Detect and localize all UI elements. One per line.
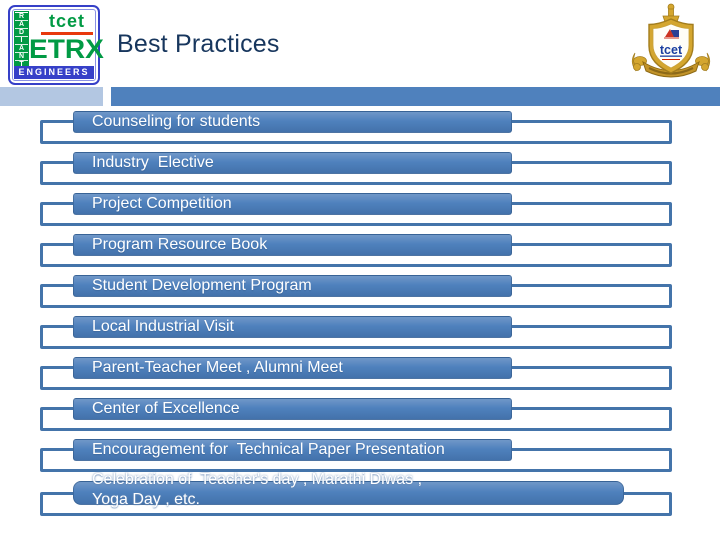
- tcet-crest-logo: tcet: [631, 3, 711, 78]
- item-bar: Celebration of Teacher's day , Marathi D…: [73, 471, 624, 508]
- item-bar: Project Competition: [73, 193, 512, 215]
- item-label: Parent-Teacher Meet , Alumni Meet: [92, 359, 343, 376]
- radiant-strip-emblem: [15, 12, 28, 13]
- item-bar: Parent-Teacher Meet , Alumni Meet: [73, 357, 512, 379]
- item-label: Program Resource Book: [92, 236, 268, 253]
- logo-engineers-text: ENGINEERS: [14, 66, 94, 79]
- item-bar: Program Resource Book: [73, 234, 512, 256]
- radiant-letter: T: [19, 61, 24, 68]
- item-label: Center of Excellence: [92, 400, 240, 417]
- radiant-letter: R: [15, 13, 28, 21]
- crest-ornament-left: [631, 52, 647, 72]
- radiant-letter: I: [15, 37, 28, 45]
- radiant-letter: N: [15, 53, 28, 61]
- slide-title: Best Practices: [117, 30, 280, 58]
- crest-inner-emblem: [671, 30, 679, 37]
- item-bar: Counseling for students: [73, 111, 512, 133]
- item-bar: Local Industrial Visit: [73, 316, 512, 338]
- crest-ornament-right: [695, 52, 711, 72]
- radiant-letter: A: [15, 45, 28, 53]
- radiant-letter: A: [15, 21, 28, 29]
- header-band-light: [0, 87, 103, 106]
- item-label: Student Development Program: [92, 277, 312, 294]
- header-band-main: [111, 87, 720, 106]
- item-bar: Center of Excellence: [73, 398, 512, 420]
- item-label: Counseling for students: [92, 113, 261, 130]
- crest-banner: [642, 60, 700, 78]
- item-bar: Encouragement for Technical Paper Presen…: [73, 439, 512, 461]
- item-label: Industry Elective: [92, 154, 214, 171]
- item-label: Local Industrial Visit: [92, 318, 234, 335]
- item-bar: Industry Elective: [73, 152, 512, 174]
- crest-tcet-text: tcet: [660, 43, 683, 57]
- item-label: Celebration of Teacher's day , Marathi D…: [92, 471, 423, 508]
- item-bar: Student Development Program: [73, 275, 512, 297]
- logo-tcet-text: tcet: [41, 11, 93, 35]
- item-label: Project Competition: [92, 195, 232, 212]
- item-label: Encouragement for Technical Paper Presen…: [92, 441, 445, 458]
- logo-etrx-text: ETRX: [29, 34, 104, 64]
- radiant-letter: D: [15, 29, 28, 37]
